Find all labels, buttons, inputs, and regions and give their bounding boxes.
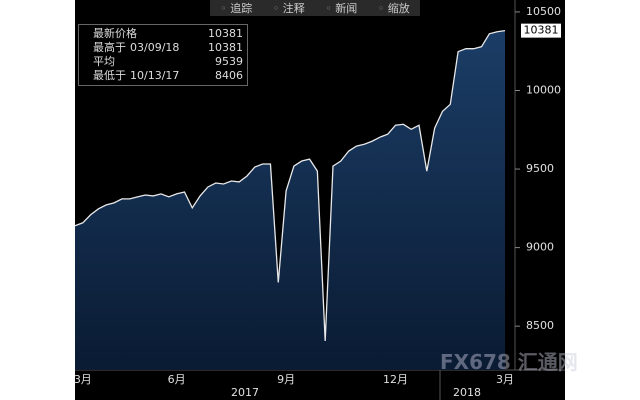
- toolbar-button[interactable]: 缩放: [378, 0, 410, 16]
- legend-label: 最高于 03/09/18: [83, 41, 208, 55]
- toolbar-button[interactable]: 追踪: [220, 0, 252, 16]
- legend-value: 8406: [215, 69, 243, 82]
- legend-value: 10381: [208, 27, 243, 40]
- legend-label: 最新价格: [83, 27, 208, 41]
- legend-label-text: 最低于: [93, 69, 126, 82]
- legend-row: 最新价格 10381: [83, 27, 243, 41]
- x-tick-label: 6月: [168, 373, 186, 386]
- last-value-label: 10381: [524, 24, 559, 37]
- y-tick-label: 10000: [526, 83, 561, 96]
- x-group-label: 2018: [453, 386, 481, 399]
- toolbar-button[interactable]: 注释: [273, 0, 305, 16]
- legend-row: 最高于 03/09/18 10381: [83, 41, 243, 55]
- legend-date: 03/09/18: [130, 41, 180, 54]
- area-fill: [75, 30, 505, 371]
- last-value-tag: [521, 23, 561, 38]
- legend-value: 10381: [208, 41, 243, 54]
- legend-row: 平均 9539: [83, 55, 243, 69]
- toolbar: 追踪 注释 新闻 缩放: [210, 0, 420, 16]
- toolbar-button[interactable]: 新闻: [325, 0, 357, 16]
- legend: 最新价格 10381 最高于 03/09/18 10381 平均 9539 最低于 10/13/…: [78, 24, 248, 86]
- legend-date: 10/13/17: [130, 69, 180, 82]
- legend-label-text: 平均: [93, 55, 115, 68]
- y-tick-label: 8500: [526, 319, 554, 332]
- area-line: [74, 29, 506, 341]
- x-tick-label: 3月: [496, 373, 514, 386]
- x-tick-label: 3月: [74, 373, 92, 386]
- x-tick-label: 12月: [383, 373, 408, 386]
- legend-row: 最低于 10/13/17 8406: [83, 69, 243, 83]
- legend-label: 最低于 10/13/17: [83, 69, 215, 83]
- x-tick-label: 9月: [277, 373, 295, 386]
- y-tick-label: 9500: [526, 162, 554, 175]
- legend-label-text: 最新价格: [93, 27, 137, 40]
- legend-value: 9539: [215, 55, 243, 68]
- legend-label-text: 最高于: [93, 41, 126, 54]
- legend-label: 平均: [83, 55, 215, 69]
- y-tick-label: 9000: [526, 241, 554, 254]
- watermark: FX678 汇通网: [440, 350, 578, 374]
- x-group-label: 2017: [231, 386, 259, 399]
- y-tick-label: 10500: [526, 5, 561, 18]
